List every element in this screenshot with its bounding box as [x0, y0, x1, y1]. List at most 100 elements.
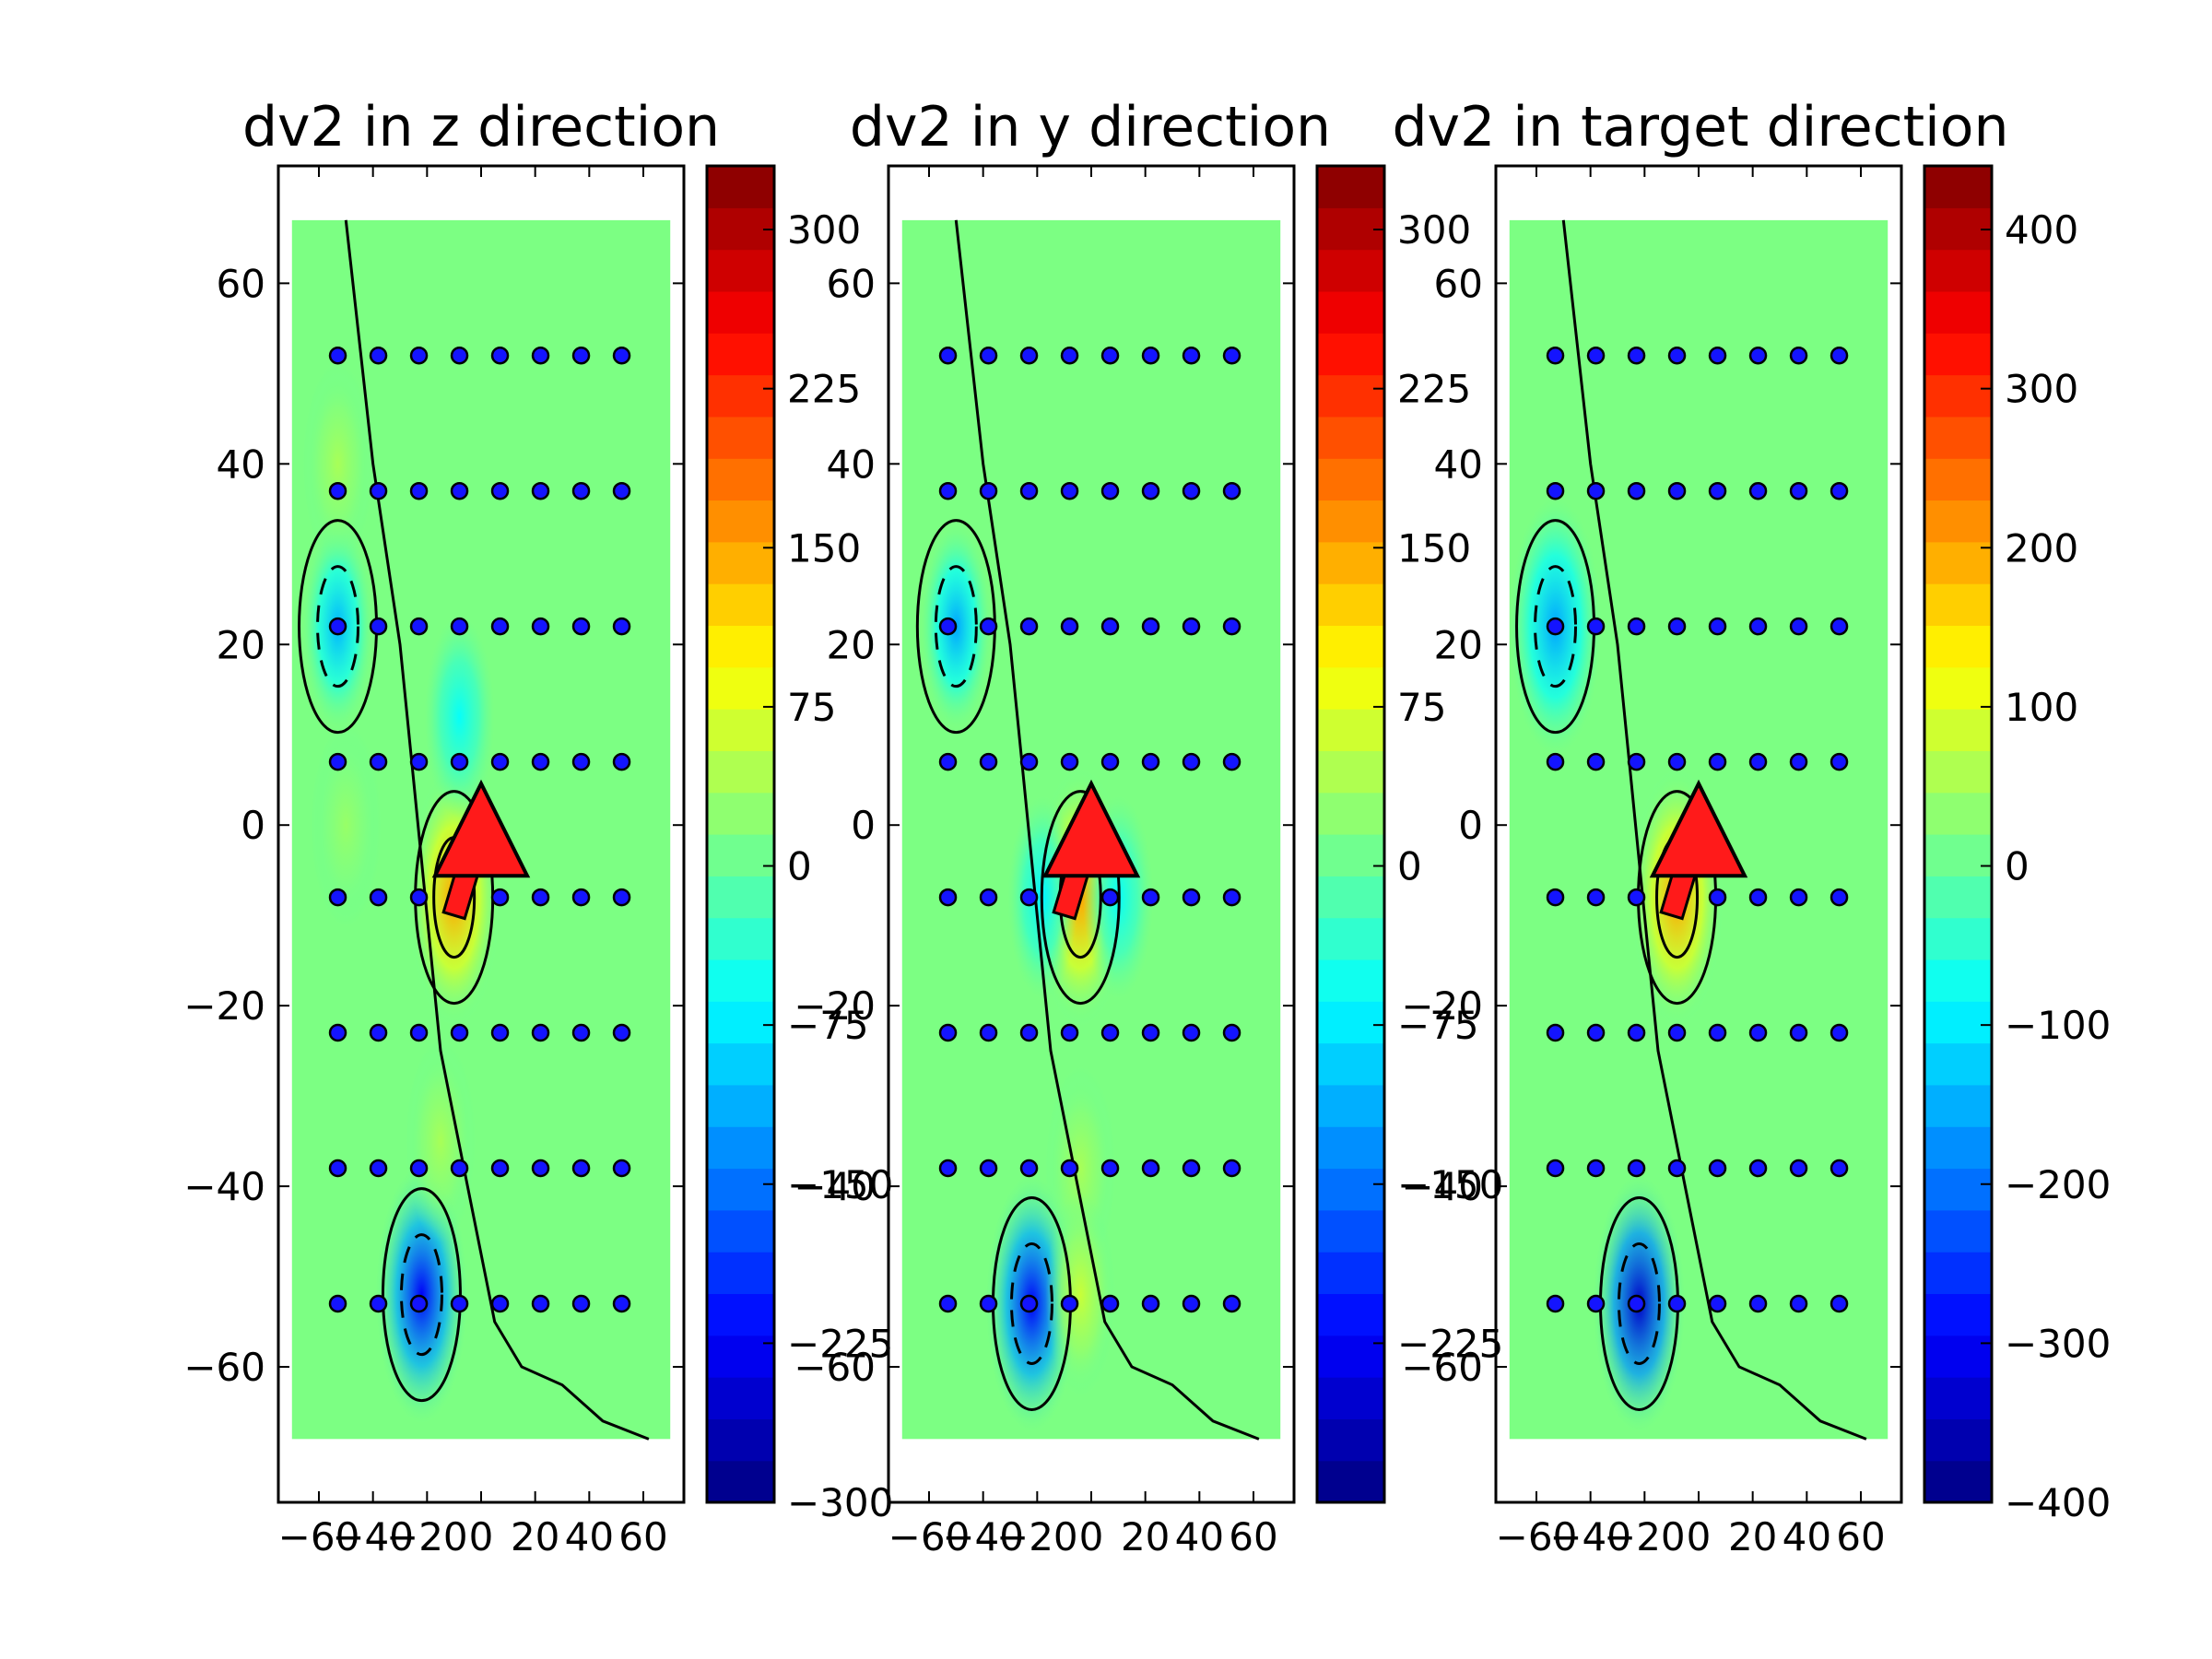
- contour-line-negative: [1534, 565, 1578, 688]
- sample-point: [369, 346, 388, 365]
- sample-point: [1182, 617, 1201, 636]
- x-tick-label: −60: [888, 1514, 971, 1559]
- sample-point: [979, 888, 998, 907]
- sample-point: [531, 888, 550, 907]
- x-tick-label: −40: [332, 1514, 414, 1559]
- sample-point: [1546, 888, 1565, 907]
- sample-point: [1627, 1294, 1646, 1313]
- sample-point: [1667, 1023, 1687, 1042]
- sample-point: [1789, 617, 1808, 636]
- sample-point: [1100, 1023, 1120, 1042]
- y-tick-label: −20: [183, 983, 265, 1029]
- sample-point: [979, 1023, 998, 1042]
- sample-point: [450, 1023, 469, 1042]
- y-tick-label: 20: [827, 622, 876, 667]
- sample-point: [1586, 1294, 1606, 1313]
- panel-title: dv2 in target direction: [1392, 95, 2008, 159]
- colorbar-band: [1317, 625, 1384, 668]
- colorbar-band: [1924, 1293, 1992, 1336]
- sample-point: [938, 888, 958, 907]
- colorbar-band: [707, 917, 774, 960]
- colorbar-band: [707, 834, 774, 877]
- sample-point: [1748, 617, 1768, 636]
- colorbar-band: [707, 750, 774, 794]
- sample-point: [1667, 481, 1687, 500]
- sample-point: [328, 1023, 347, 1042]
- colorbar-band: [1317, 541, 1384, 584]
- colorbar-frame: [705, 164, 776, 1504]
- colorbar-tick-label: 300: [1397, 207, 1471, 253]
- colorbar-band: [1924, 166, 1992, 208]
- sample-point: [1667, 1159, 1687, 1178]
- sample-point: [1627, 752, 1646, 771]
- sample-point: [1789, 752, 1808, 771]
- sample-point: [1627, 346, 1646, 365]
- sample-point: [938, 1023, 958, 1042]
- sample-point: [1789, 1023, 1808, 1042]
- y-tick-label: 40: [827, 441, 876, 487]
- sample-point: [1019, 617, 1039, 636]
- sample-point: [1748, 1023, 1768, 1042]
- sample-point: [979, 481, 998, 500]
- sample-point: [1100, 481, 1120, 500]
- colorbar-band: [1924, 625, 1992, 668]
- colorbar: 400 300 200 100 0 −100 −200 −300 −400: [1923, 164, 2111, 1525]
- sample-point: [1546, 1159, 1565, 1178]
- sample-point: [1546, 481, 1565, 500]
- sample-point: [1222, 1294, 1241, 1313]
- sample-point: [531, 1159, 550, 1178]
- colorbar-band: [707, 792, 774, 835]
- contour-line-negative: [1009, 1241, 1053, 1365]
- sample-point: [1830, 617, 1849, 636]
- y-tick-label: −20: [794, 983, 876, 1029]
- colorbar-band: [1317, 290, 1384, 334]
- colorbar-band: [707, 249, 774, 292]
- sample-point: [1060, 481, 1079, 500]
- sample-point: [1182, 752, 1201, 771]
- sample-point: [1019, 346, 1039, 365]
- colorbar-band: [1317, 666, 1384, 710]
- colorbar-band: [707, 1001, 774, 1044]
- sample-point: [938, 481, 958, 500]
- sample-point: [1546, 617, 1565, 636]
- colorbar-band: [1317, 917, 1384, 960]
- colorbar-band: [707, 1042, 774, 1086]
- colorbar-band: [1317, 207, 1384, 251]
- colorbar-band: [1924, 959, 1992, 1002]
- field-maximum: [302, 362, 373, 566]
- sample-point: [409, 346, 429, 365]
- colorbar-band: [707, 500, 774, 543]
- sample-point: [369, 752, 388, 771]
- sample-point: [1182, 888, 1201, 907]
- colorbar-band: [1317, 166, 1384, 208]
- colorbar-band: [707, 1168, 774, 1211]
- colorbar-band: [1317, 834, 1384, 877]
- colorbar-band: [707, 166, 774, 208]
- sample-point: [328, 1294, 347, 1313]
- sample-point: [1060, 1294, 1079, 1313]
- sample-point: [1141, 1023, 1160, 1042]
- sample-point: [1019, 1294, 1039, 1313]
- sample-point: [369, 617, 388, 636]
- sample-point: [1100, 1159, 1120, 1178]
- x-tick-label: −40: [942, 1514, 1024, 1559]
- colorbar-band: [1317, 1001, 1384, 1044]
- colorbar-band: [1317, 333, 1384, 376]
- x-axis: −60−40−20 0 20 40 60: [1496, 166, 1886, 1559]
- colorbar-tick-label: −75: [1397, 1003, 1479, 1048]
- sample-point: [612, 346, 631, 365]
- colorbar-band: [1317, 709, 1384, 751]
- sample-point: [409, 1023, 429, 1042]
- sample-point: [1019, 481, 1039, 500]
- x-tick-label: −60: [1496, 1514, 1578, 1559]
- sample-point: [450, 1294, 469, 1313]
- colorbar-tick-label: 75: [1397, 685, 1446, 730]
- colorbar: 300 225 150 75 0 −75 −150 −225 −300: [705, 164, 893, 1525]
- colorbar-band: [1924, 333, 1992, 376]
- colorbar-band: [1317, 1418, 1384, 1462]
- contour-line: [381, 1187, 462, 1403]
- sample-point: [1141, 888, 1160, 907]
- contour-line-negative: [399, 1233, 443, 1357]
- y-tick-label: 20: [1434, 622, 1483, 667]
- sample-point: [450, 1159, 469, 1178]
